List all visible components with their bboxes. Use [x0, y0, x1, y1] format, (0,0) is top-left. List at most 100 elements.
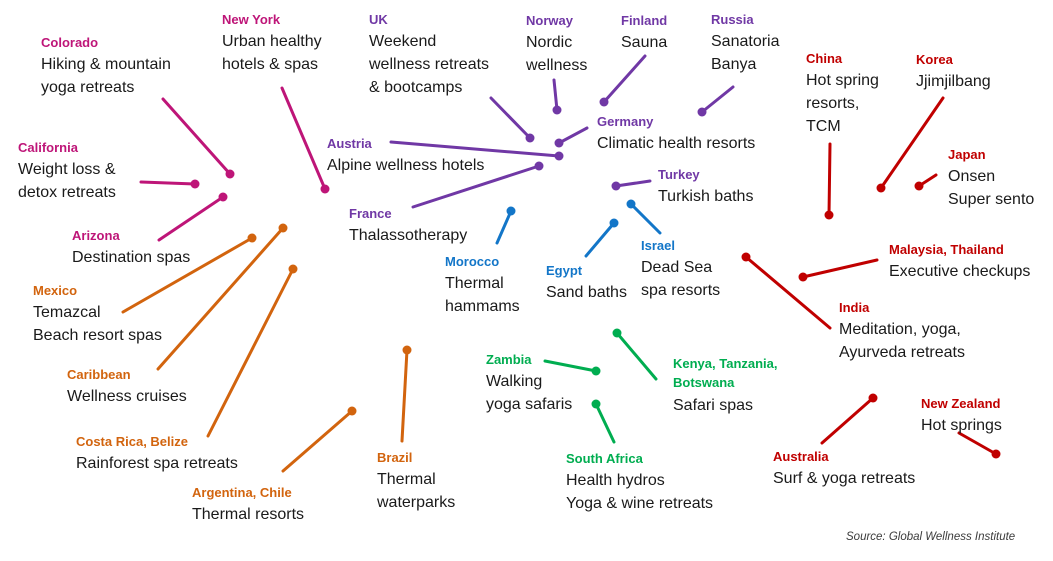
region-description: Yoga & wine retreats: [566, 495, 714, 512]
region-name: Malaysia, Thailand: [889, 242, 1004, 257]
label-norway: Norway Nordic wellness: [526, 11, 587, 77]
region-description: hammams: [445, 298, 520, 315]
region-description: TCM: [806, 118, 841, 135]
region-name: Norway: [526, 13, 573, 28]
region-description: Temazcal: [33, 304, 101, 321]
region-name: Kenya, Tanzania,: [673, 356, 778, 371]
leader-line-israel: [626, 199, 662, 235]
label-india: India Meditation, yoga, Ayurveda retreat…: [839, 298, 965, 364]
leader-line-germany: [554, 126, 589, 148]
label-germany: Germany Climatic health resorts: [597, 112, 755, 155]
label-arizona: Arizona Destination spas: [72, 226, 190, 269]
region-description: detox retreats: [18, 184, 116, 201]
region-description: Wellness cruises: [67, 388, 187, 405]
region-description: Meditation, yoga,: [839, 321, 961, 338]
region-description: Thermal: [445, 275, 504, 292]
region-description: Sanatoria: [711, 33, 780, 50]
label-southafrica: South Africa Health hydros Yoga & wine r…: [566, 449, 713, 515]
region-description: resorts,: [806, 95, 860, 112]
leader-line-zambia: [543, 359, 601, 376]
label-israel: Israel Dead Sea spa resorts: [641, 236, 720, 302]
region-description: Urban healthy: [222, 33, 322, 50]
leader-line-australia: [820, 393, 878, 445]
region-name: California: [18, 140, 78, 155]
region-description: Dead Sea: [641, 259, 713, 276]
region-name: Argentina, Chile: [192, 485, 292, 500]
region-name: New Zealand: [921, 396, 1001, 411]
region-description: wellness retreats: [369, 56, 490, 73]
region-description: yoga safaris: [486, 396, 573, 413]
region-description: Onsen: [948, 168, 996, 185]
region-description: Hot springs: [921, 417, 1002, 434]
leader-line-norway: [552, 78, 562, 115]
label-mexico: Mexico Temazcal Beach resort spas: [33, 281, 162, 347]
leader-line-egypt: [584, 218, 619, 258]
region-description: Surf & yoga retreats: [773, 470, 916, 487]
label-california: California Weight loss & detox retreats: [18, 138, 116, 204]
leader-line-colorado: [161, 97, 235, 179]
leader-line-argentina: [281, 406, 357, 473]
leader-line-malaysia: [798, 258, 879, 282]
region-description: waterparks: [377, 494, 456, 511]
region-name: Arizona: [72, 228, 120, 243]
label-russia: Russia Sanatoria Banya: [711, 10, 780, 76]
region-name: Turkey: [658, 167, 700, 182]
region-name: New York: [222, 12, 281, 27]
region-description: Hiking & mountain: [41, 56, 171, 73]
label-france: France Thalassotherapy: [349, 204, 467, 247]
leader-line-mexico: [121, 233, 257, 314]
label-colorado: Colorado Hiking & mountain yoga retreats: [41, 33, 171, 99]
label-morocco: Morocco Thermal hammams: [445, 252, 520, 318]
label-argentina: Argentina, Chile Thermal resorts: [192, 483, 304, 526]
region-name: Colorado: [41, 35, 99, 50]
label-brazil: Brazil Thermal waterparks: [377, 448, 455, 514]
label-caribbean: Caribbean Wellness cruises: [67, 365, 187, 408]
region-description: Climatic health resorts: [597, 135, 756, 152]
region-name: Austria: [327, 136, 372, 151]
region-name: South Africa: [566, 451, 643, 466]
region-description: Nordic: [526, 34, 573, 51]
region-description: Walking: [486, 373, 543, 390]
region-name: Costa Rica, Belize: [76, 434, 188, 449]
region-description: Ayurveda retreats: [839, 344, 965, 361]
region-name: UK: [369, 12, 388, 27]
region-description: Banya: [711, 56, 757, 73]
label-newzealand: New Zealand Hot springs: [921, 394, 1002, 437]
leader-line-turkey: [611, 179, 652, 191]
region-name: Caribbean: [67, 367, 131, 382]
label-turkey: Turkey Turkish baths: [658, 165, 753, 208]
region-name: Russia: [711, 12, 754, 27]
leader-line-uk: [489, 96, 535, 143]
region-description: spa resorts: [641, 282, 721, 299]
region-description: wellness: [526, 57, 588, 74]
region-description: Safari spas: [673, 397, 754, 414]
region-description: Jjimjilbang: [916, 73, 991, 90]
label-newyork: New York Urban healthy hotels & spas: [222, 10, 322, 76]
leader-line-finland: [599, 54, 647, 107]
label-zambia: Zambia Walking yoga safaris: [486, 350, 572, 416]
region-name: Egypt: [546, 263, 583, 278]
region-description: Executive checkups: [889, 263, 1031, 280]
region-name: Finland: [621, 13, 668, 28]
leader-line-india: [741, 252, 832, 330]
region-name: Korea: [916, 52, 953, 67]
region-name: Zambia: [486, 352, 532, 367]
region-description: & bootcamps: [369, 79, 463, 96]
leader-line-kenya: [612, 328, 658, 381]
leader-line-russia: [697, 85, 735, 117]
region-description: Weekend: [369, 33, 437, 50]
region-description: Super sento: [948, 191, 1035, 208]
region-description: Sand baths: [546, 284, 627, 301]
leader-line-morocco: [495, 206, 516, 245]
region-name: Japan: [948, 147, 986, 162]
label-kenya: Kenya, Tanzania, Botswana Safari spas: [673, 354, 778, 417]
label-korea: Korea Jjimjilbang: [916, 50, 991, 93]
label-australia: Australia Surf & yoga retreats: [773, 447, 915, 490]
region-description: Alpine wellness hotels: [327, 157, 485, 174]
region-name: Germany: [597, 114, 654, 129]
leader-line-france: [411, 161, 544, 209]
region-description: Beach resort spas: [33, 327, 162, 344]
leader-line-newzealand: [957, 431, 1001, 459]
